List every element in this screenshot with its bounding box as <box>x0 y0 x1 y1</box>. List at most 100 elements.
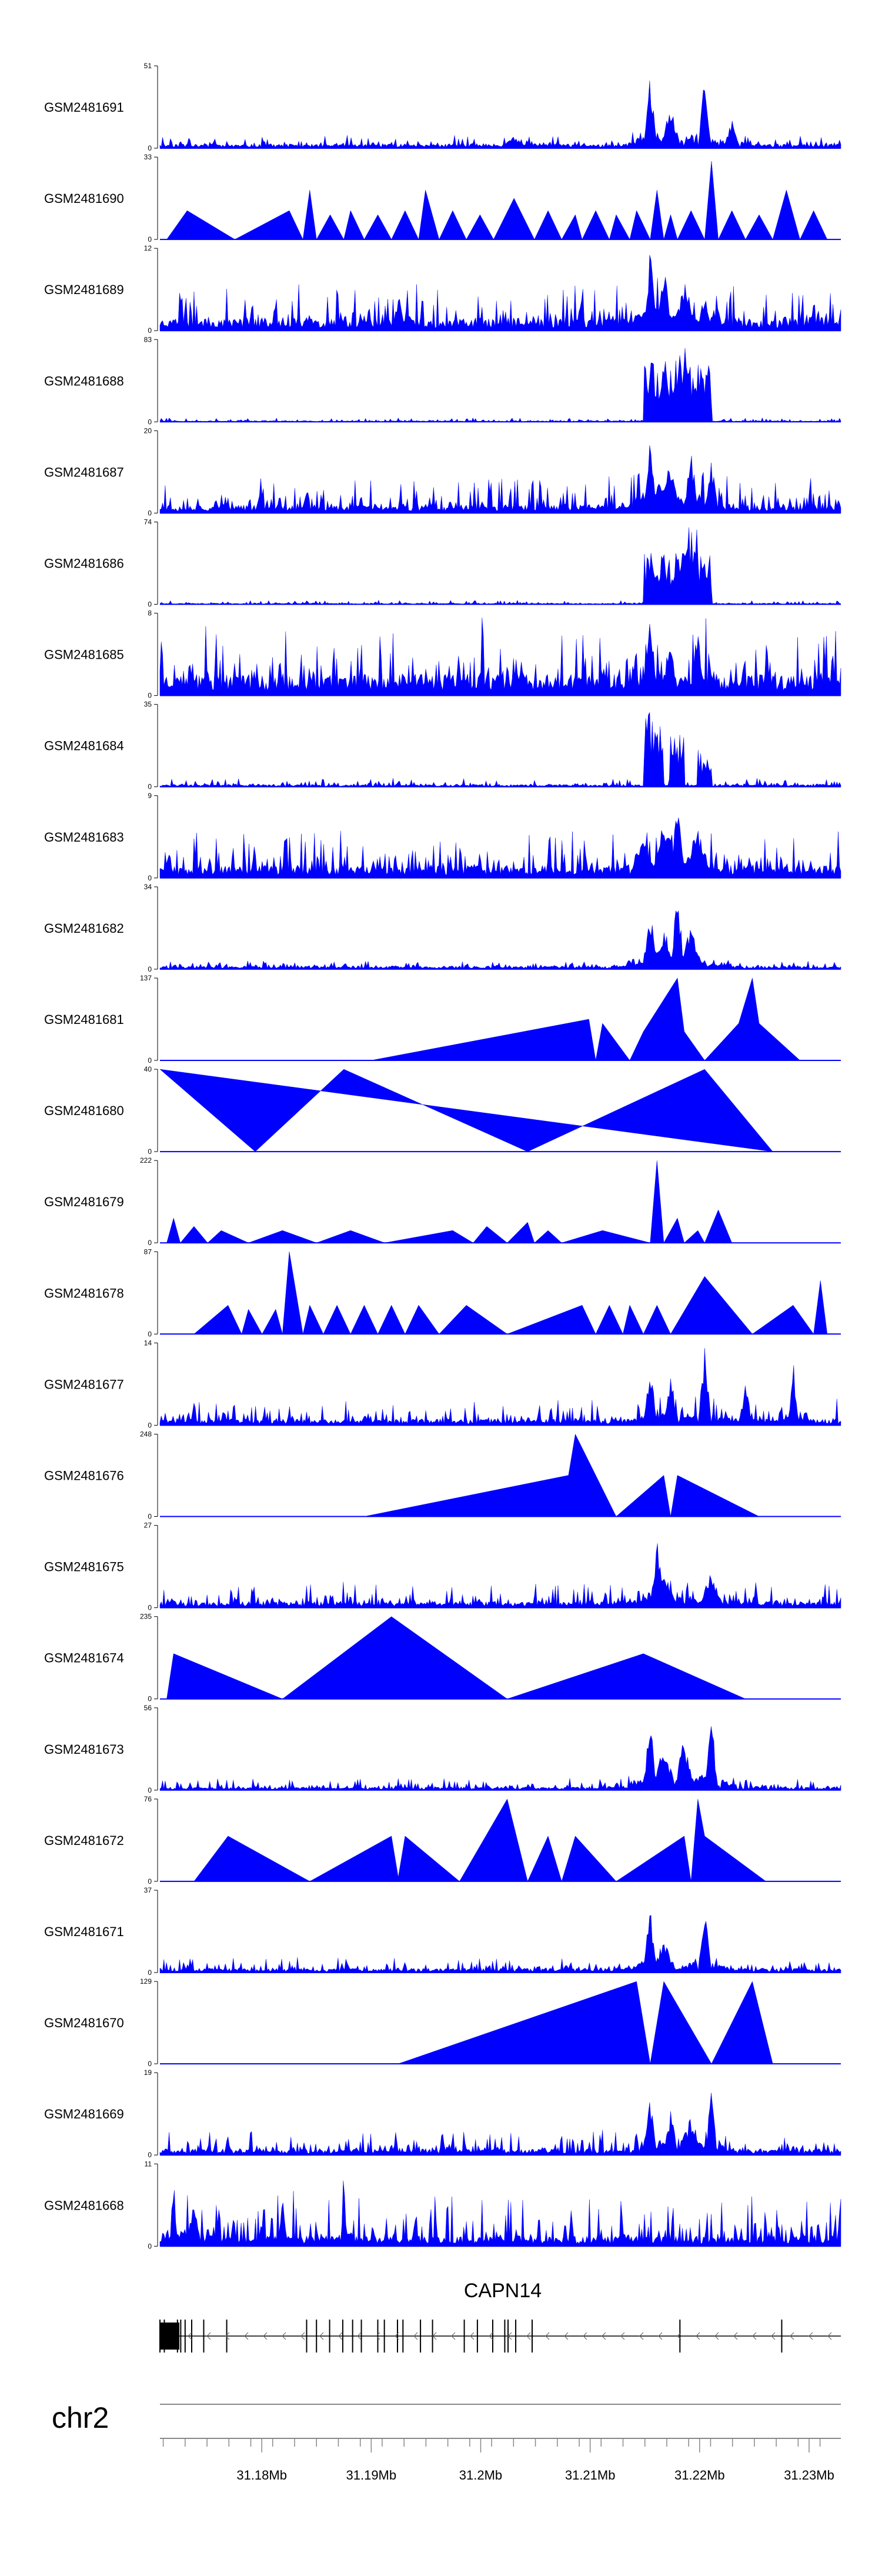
strand-arrow-icon <box>545 2332 550 2340</box>
y-axis-max-label: 248 <box>140 1430 152 1439</box>
coverage-area <box>159 910 841 970</box>
strand-arrow-icon <box>564 2332 569 2340</box>
strand-arrow-icon <box>470 2332 475 2340</box>
track-label: GSM2481685 <box>44 648 124 662</box>
track-GSM2481684: GSM2481684 35 0 <box>44 700 841 791</box>
coverage-area <box>166 1160 780 1244</box>
y-axis-zero-label: 0 <box>148 1968 152 1977</box>
axis-tick-label: 31.22Mb <box>674 2468 725 2482</box>
track-label: GSM2481684 <box>44 739 124 753</box>
coverage-area <box>159 1726 841 1791</box>
y-axis-zero-label: 0 <box>148 1786 152 1794</box>
track-label: GSM2481686 <box>44 556 124 571</box>
track-GSM2481676: GSM2481676 248 0 <box>44 1430 841 1521</box>
coverage-area <box>166 161 828 241</box>
track-label: GSM2481691 <box>44 100 124 115</box>
coverage-area <box>159 1348 841 1426</box>
y-axis-zero-label: 0 <box>148 692 152 700</box>
strand-arrow-icon <box>338 2332 343 2340</box>
track-GSM2481672: GSM2481672 76 0 <box>44 1795 841 1886</box>
y-axis-max-label: 87 <box>144 1247 152 1256</box>
track-GSM2481677: GSM2481677 14 0 <box>44 1339 841 1429</box>
track-GSM2481674: GSM2481674 235 0 <box>44 1613 841 1703</box>
y-axis-zero-label: 0 <box>148 783 152 791</box>
y-axis-max-label: 137 <box>140 974 152 982</box>
coverage-area <box>159 81 841 149</box>
y-axis-zero-label: 0 <box>148 965 152 973</box>
strand-arrow-icon <box>225 2332 230 2340</box>
coverage-area <box>166 1616 746 1699</box>
strand-arrow-icon <box>413 2332 418 2340</box>
track-GSM2481673: GSM2481673 56 0 <box>44 1704 841 1794</box>
y-axis-zero-label: 0 <box>148 2060 152 2068</box>
y-axis-zero-label: 0 <box>148 144 152 152</box>
track-GSM2481668: GSM2481668 11 0 <box>44 2160 841 2250</box>
coverage-area <box>159 2180 841 2247</box>
track-GSM2481691: GSM2481691 51 0 <box>44 62 841 152</box>
coverage-area <box>193 1252 828 1335</box>
coverage-area <box>370 977 801 1061</box>
track-GSM2481686: GSM2481686 74 0 <box>44 518 841 609</box>
track-label: GSM2481675 <box>44 1560 124 1574</box>
track-label: GSM2481672 <box>44 1833 124 1848</box>
y-axis-zero-label: 0 <box>148 874 152 882</box>
y-axis-zero-label: 0 <box>148 1421 152 1429</box>
y-axis-zero-label: 0 <box>148 1513 152 1521</box>
coverage-area <box>159 2093 841 2155</box>
coverage-area <box>159 1915 841 1973</box>
y-axis-max-label: 222 <box>140 1156 152 1164</box>
y-axis-max-label: 34 <box>144 883 152 891</box>
track-label: GSM2481678 <box>44 1286 124 1300</box>
strand-arrow-icon <box>808 2332 813 2340</box>
track-GSM2481687: GSM2481687 20 0 <box>44 426 841 517</box>
track-GSM2481689: GSM2481689 12 0 <box>44 244 841 335</box>
axis-tick-label: 31.19Mb <box>346 2468 397 2482</box>
strand-arrow-icon <box>451 2332 456 2340</box>
gene-label: CAPN14 <box>464 2280 542 2302</box>
strand-arrow-icon <box>677 2332 681 2340</box>
strand-arrow-icon <box>263 2332 268 2340</box>
track-GSM2481680: GSM2481680 40 0 <box>44 1065 841 1156</box>
strand-arrow-icon <box>620 2332 625 2340</box>
track-GSM2481675: GSM2481675 27 0 <box>44 1521 841 1612</box>
gene-utr-block <box>160 2323 179 2350</box>
track-label: GSM2481683 <box>44 830 124 845</box>
y-axis-max-label: 8 <box>148 609 152 618</box>
track-label: GSM2481668 <box>44 2198 124 2213</box>
gene-track: CAPN14 <box>159 2280 841 2353</box>
coverage-area <box>193 1798 767 1882</box>
track-label: GSM2481690 <box>44 191 124 206</box>
track-label: GSM2481669 <box>44 2107 124 2121</box>
y-axis-zero-label: 0 <box>148 1330 152 1338</box>
strand-arrow-icon <box>714 2332 719 2340</box>
track-GSM2481681: GSM2481681 137 0 <box>44 974 841 1065</box>
y-axis-zero-label: 0 <box>148 2242 152 2250</box>
strand-arrow-icon <box>526 2332 531 2340</box>
track-label: GSM2481688 <box>44 373 124 388</box>
y-axis-max-label: 37 <box>144 1886 152 1894</box>
track-label: GSM2481673 <box>44 1742 124 1757</box>
y-axis-max-label: 129 <box>140 1977 152 1986</box>
track-GSM2481690: GSM2481690 33 0 <box>44 153 841 243</box>
track-GSM2481682: GSM2481682 34 0 <box>44 883 841 973</box>
strand-arrow-icon <box>507 2332 512 2340</box>
y-axis-zero-label: 0 <box>148 1147 152 1156</box>
track-label: GSM2481687 <box>44 465 124 479</box>
track-label: GSM2481689 <box>44 282 124 297</box>
track-GSM2481678: GSM2481678 87 0 <box>44 1247 841 1338</box>
axis-tick-label: 31.23Mb <box>784 2468 834 2482</box>
y-axis-zero-label: 0 <box>148 235 152 243</box>
strand-arrow-icon <box>583 2332 587 2340</box>
y-axis-zero-label: 0 <box>148 509 152 517</box>
y-axis-max-label: 74 <box>144 518 152 526</box>
track-GSM2481679: GSM2481679 222 0 <box>44 1156 841 1247</box>
strand-arrow-icon <box>282 2332 286 2340</box>
y-axis-max-label: 83 <box>144 335 152 343</box>
coverage-area <box>159 527 841 605</box>
y-axis-zero-label: 0 <box>148 326 152 335</box>
coverage-area <box>159 1543 841 1608</box>
y-axis-max-label: 12 <box>144 244 152 252</box>
y-axis-max-label: 40 <box>144 1065 152 1073</box>
chromosome-label: chr2 <box>52 2401 109 2434</box>
track-label: GSM2481676 <box>44 1469 124 1483</box>
